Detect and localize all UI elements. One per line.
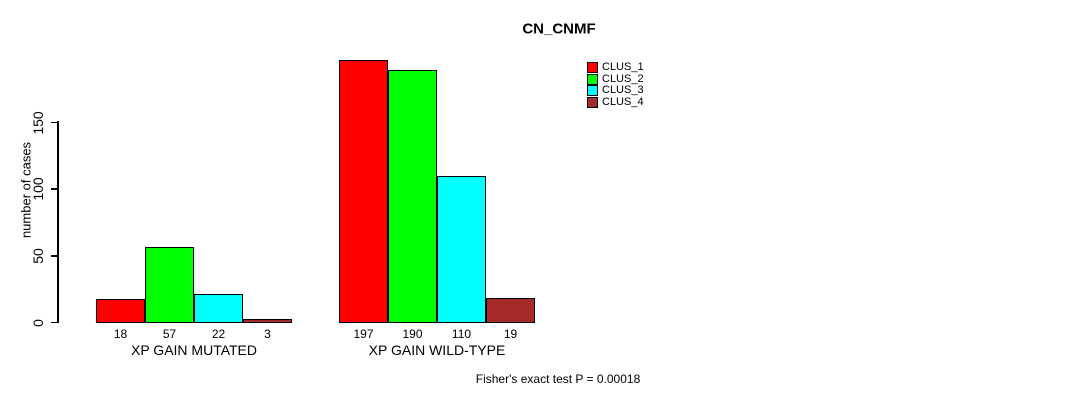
legend-row: CLUS_1 (587, 62, 677, 73)
bar-value-label: 22 (211, 327, 226, 341)
y-axis-tick (51, 255, 58, 257)
y-axis-tick (51, 188, 58, 190)
bar-clus_2 (388, 69, 437, 323)
bar-value-label: 110 (451, 327, 472, 341)
legend-label: CLUS_1 (602, 61, 644, 73)
bar-clus_3 (194, 293, 243, 323)
bar-clus_1 (339, 59, 388, 323)
category-label: XP GAIN MUTATED (130, 342, 258, 358)
y-axis-tick-label: 0 (30, 318, 46, 327)
legend-row: CLUS_4 (587, 95, 677, 108)
bar-clus_4 (486, 297, 535, 323)
bar-clus_3 (437, 175, 486, 323)
legend-label: CLUS_4 (602, 95, 644, 108)
category-label: XP GAIN WILD-TYPE (368, 342, 506, 358)
fisher-test-annotation: Fisher's exact test P = 0.00018 (475, 372, 641, 386)
legend-swatch (587, 73, 598, 85)
y-axis-tick-label: 150 (30, 110, 46, 135)
bar-value-label: 19 (503, 327, 518, 341)
bar-value-label: 190 (402, 327, 423, 341)
y-axis-line (57, 121, 59, 323)
legend: CLUS_1 CLUS_2 CLUS_3 CLUS_4 (587, 62, 677, 108)
legend-label: CLUS_2 (602, 72, 644, 85)
legend-label: CLUS_3 (602, 84, 644, 96)
legend-row: CLUS_3 (587, 85, 677, 96)
y-axis-tick-label: 100 (30, 177, 46, 201)
bar-clus_2 (145, 246, 194, 323)
bar-clus_1 (96, 298, 145, 323)
bar-value-label: 3 (264, 327, 271, 341)
chart-title: CN_CNMF (522, 20, 596, 38)
legend-swatch (587, 96, 598, 108)
bar-clus_4 (243, 318, 292, 323)
y-axis-tick (51, 121, 58, 124)
bar-value-label: 197 (353, 327, 374, 341)
bar-value-label: 18 (113, 327, 128, 341)
legend-swatch (587, 62, 598, 73)
y-axis-tick-label: 50 (30, 248, 46, 264)
legend-swatch (587, 85, 598, 96)
legend-row: CLUS_2 (587, 72, 677, 85)
y-axis-tick (51, 321, 58, 324)
bar-value-label: 57 (162, 327, 177, 341)
